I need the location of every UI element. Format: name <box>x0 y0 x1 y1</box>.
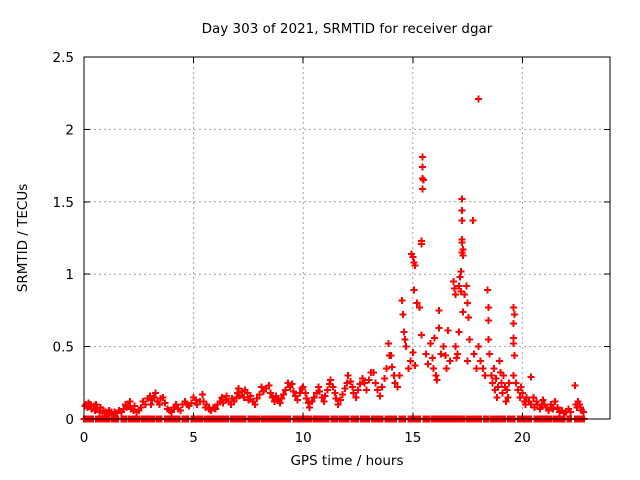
axis-ticks <box>83 56 610 420</box>
y-tick-label: 0 <box>65 412 74 428</box>
y-tick-label: 0.5 <box>53 340 74 356</box>
data-points <box>80 95 588 423</box>
x-tick-label: 15 <box>404 430 421 446</box>
x-axis-label: GPS time / hours <box>290 453 404 469</box>
x-tick-label: 0 <box>80 430 89 446</box>
x-tick-label: 5 <box>189 430 198 446</box>
x-tick-label: 20 <box>514 430 531 446</box>
y-tick-label: 1.5 <box>53 195 74 211</box>
y-tick-label: 2 <box>65 122 74 138</box>
plot-border <box>83 56 611 420</box>
y-tick-label: 2.5 <box>53 50 74 66</box>
gridlines <box>84 57 610 419</box>
y-axis-label: SRMTID / TECUs <box>15 183 31 293</box>
y-tick-label: 1 <box>65 267 74 283</box>
x-tick-label: 10 <box>295 430 312 446</box>
chart-title: Day 303 of 2021, SRMTID for receiver dga… <box>201 21 493 37</box>
